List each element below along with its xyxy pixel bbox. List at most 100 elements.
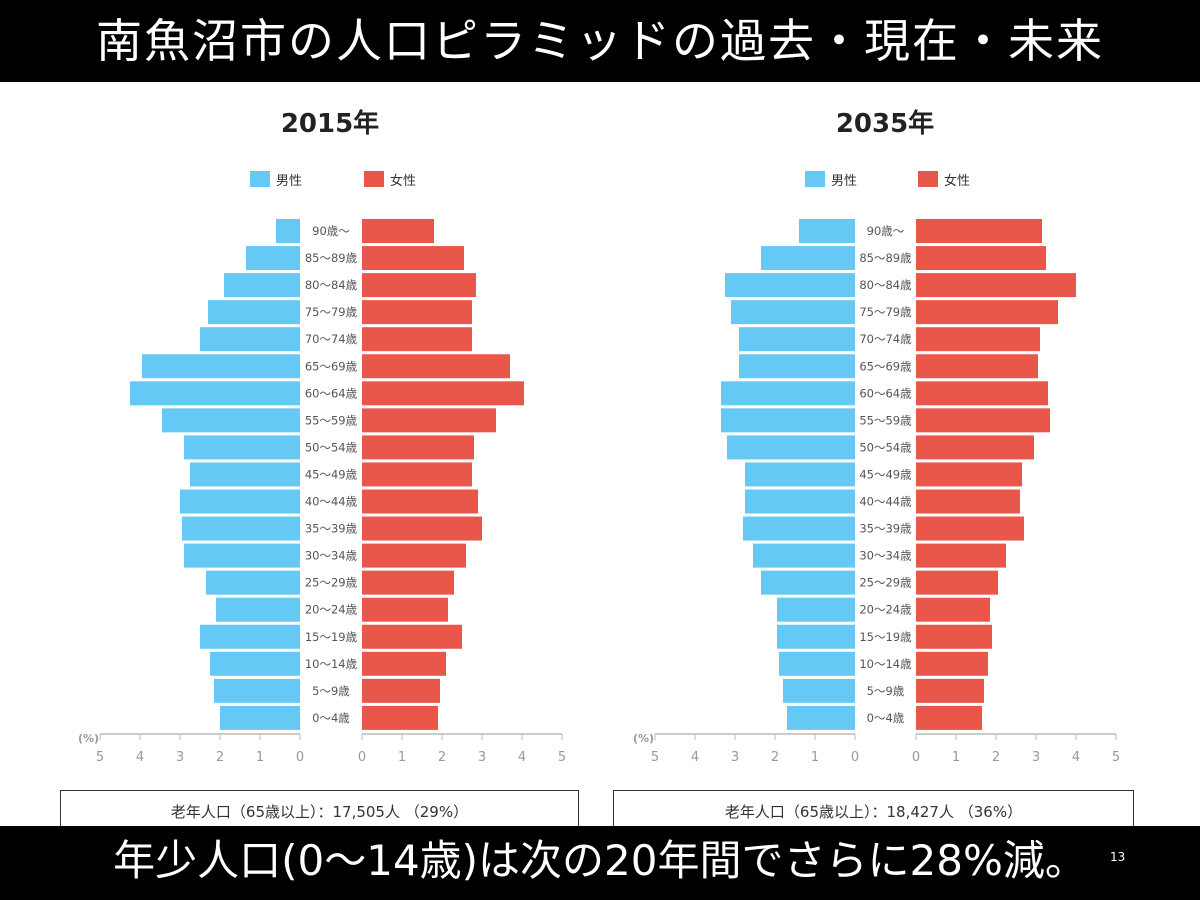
female-bar xyxy=(362,651,446,676)
page-number: 13 xyxy=(1110,850,1126,864)
female-bar xyxy=(362,300,472,325)
age-group-label: 45〜49歳 xyxy=(859,467,912,481)
age-group-label: 50〜54歳 xyxy=(305,440,358,454)
male-x-tick-label: 5 xyxy=(96,750,104,765)
male-bar xyxy=(777,597,855,622)
female-x-tick-label: 3 xyxy=(1032,750,1040,765)
male-bar xyxy=(725,273,855,298)
female-x-tick-label: 4 xyxy=(1072,750,1080,765)
male-bar xyxy=(200,327,300,352)
male-bar xyxy=(224,273,300,298)
female-bar xyxy=(362,246,464,271)
female-bar xyxy=(362,408,496,433)
female-bar xyxy=(362,435,474,460)
male-bar xyxy=(162,408,300,433)
female-x-tick-label: 4 xyxy=(518,750,526,765)
age-group-label: 75〜79歳 xyxy=(305,305,358,319)
female-x-tick-label: 1 xyxy=(398,750,406,765)
legend-swatch-female xyxy=(918,171,938,187)
male-bar xyxy=(276,219,300,243)
male-bar xyxy=(783,678,855,703)
female-bar xyxy=(916,327,1040,352)
female-x-tick-label: 3 xyxy=(478,750,486,765)
male-bar xyxy=(761,246,855,271)
male-bar xyxy=(184,543,300,568)
female-x-tick-label: 5 xyxy=(1112,750,1120,765)
male-bar xyxy=(739,354,855,379)
male-bar xyxy=(799,219,855,243)
male-bar xyxy=(210,651,300,676)
age-group-label: 15〜19歳 xyxy=(859,630,912,644)
female-bar xyxy=(916,273,1076,298)
male-bar xyxy=(731,300,855,325)
male-x-tick-label: 0 xyxy=(296,750,304,765)
female-bar xyxy=(916,516,1024,541)
female-bar xyxy=(916,381,1048,406)
chart-title: 2015年 xyxy=(281,108,379,139)
age-group-label: 40〜44歳 xyxy=(305,495,358,509)
male-bar xyxy=(779,651,855,676)
female-bar xyxy=(362,624,462,649)
age-group-label: 70〜74歳 xyxy=(859,332,912,346)
female-bar xyxy=(916,354,1038,379)
female-bar xyxy=(362,327,472,352)
female-bar xyxy=(362,354,510,379)
male-bar xyxy=(787,705,855,730)
age-group-label: 30〜34歳 xyxy=(859,549,912,563)
male-bar xyxy=(216,597,300,622)
female-bar xyxy=(916,570,998,595)
legend-swatch-male xyxy=(250,171,270,187)
female-bar xyxy=(362,219,434,243)
female-bar xyxy=(916,597,990,622)
female-bar xyxy=(916,705,982,730)
male-bar xyxy=(721,408,855,433)
age-group-label: 70〜74歳 xyxy=(305,332,358,346)
age-group-label: 0〜4歳 xyxy=(312,711,350,725)
male-bar xyxy=(721,381,855,406)
male-bar xyxy=(220,705,300,730)
age-group-label: 90歳〜 xyxy=(312,224,350,238)
age-group-label: 40〜44歳 xyxy=(859,495,912,509)
age-group-label: 75〜79歳 xyxy=(859,305,912,319)
female-bar xyxy=(916,435,1034,460)
male-bar xyxy=(743,516,855,541)
slide-title: 南魚沼市の人口ピラミッドの過去・現在・未来 xyxy=(0,0,1200,82)
male-bar xyxy=(206,570,300,595)
age-group-label: 60〜64歳 xyxy=(859,386,912,400)
male-bar xyxy=(184,435,300,460)
male-bar xyxy=(190,462,300,487)
age-group-label: 25〜29歳 xyxy=(859,576,912,590)
age-group-label: 10〜14歳 xyxy=(305,657,358,671)
female-bar xyxy=(362,516,482,541)
male-x-tick-label: 1 xyxy=(811,750,819,765)
male-x-tick-label: 2 xyxy=(216,750,224,765)
female-x-tick-label: 0 xyxy=(358,750,366,765)
female-bar xyxy=(916,246,1046,271)
female-x-tick-label: 5 xyxy=(558,750,566,765)
footer-caption: 年少人口(0〜14歳)は次の20年間でさらに28%減。 xyxy=(0,826,1200,900)
male-x-tick-label: 1 xyxy=(256,750,264,765)
male-x-tick-label: 4 xyxy=(691,750,699,765)
male-x-tick-label: 2 xyxy=(771,750,779,765)
female-x-tick-label: 2 xyxy=(992,750,1000,765)
female-x-tick-label: 2 xyxy=(438,750,446,765)
male-x-tick-label: 3 xyxy=(176,750,184,765)
female-bar xyxy=(916,624,992,649)
male-bar xyxy=(246,246,300,271)
female-x-tick-label: 1 xyxy=(952,750,960,765)
x-axis-unit-label: (%) xyxy=(78,732,99,745)
x-axis-unit-label: (%) xyxy=(633,732,654,745)
age-group-label: 65〜69歳 xyxy=(305,359,358,373)
male-bar xyxy=(142,354,300,379)
male-bar xyxy=(761,570,855,595)
age-group-label: 45〜49歳 xyxy=(305,467,358,481)
male-bar xyxy=(745,489,855,514)
age-group-label: 65〜69歳 xyxy=(859,359,912,373)
male-bar xyxy=(777,624,855,649)
age-group-label: 55〜59歳 xyxy=(859,413,912,427)
male-x-tick-label: 0 xyxy=(851,750,859,765)
male-bar xyxy=(180,489,300,514)
age-group-label: 50〜54歳 xyxy=(859,440,912,454)
legend-label-male: 男性 xyxy=(276,174,302,189)
